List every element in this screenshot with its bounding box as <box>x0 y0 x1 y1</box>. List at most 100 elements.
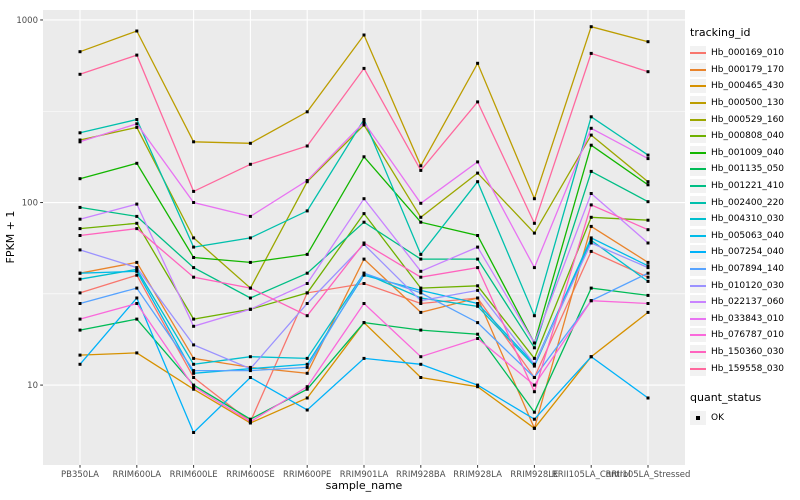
legend-items-tracking-id: Hb_000169_010 Hb_000179_170 Hb_000465_430 H… <box>690 45 800 377</box>
data-point <box>362 66 366 70</box>
legend-key-swatch <box>690 361 706 376</box>
data-point <box>646 218 650 222</box>
legend-item-label: Hb_000529_160 <box>711 114 785 125</box>
legend-line-swatch-icon <box>690 102 706 105</box>
data-point <box>362 282 366 285</box>
data-point <box>646 70 650 74</box>
data-point <box>419 252 423 256</box>
data-point <box>532 410 536 414</box>
data-point <box>589 51 593 55</box>
data-point <box>192 431 196 434</box>
data-point <box>646 275 650 279</box>
legend-line-swatch-icon <box>690 151 706 154</box>
legend-item-label: Hb_000500_130 <box>711 98 785 109</box>
data-point <box>589 249 593 253</box>
legend-line-swatch-icon <box>690 334 706 337</box>
data-point <box>135 351 139 355</box>
data-point <box>192 343 196 347</box>
data-point <box>305 271 309 275</box>
legend-item-label: Hb_076787_010 <box>711 330 785 341</box>
data-point <box>192 383 196 387</box>
data-point <box>135 266 139 270</box>
x-tick-label: RRIM928LA <box>453 470 502 480</box>
data-point <box>135 273 139 277</box>
data-point <box>419 215 423 219</box>
data-point <box>362 197 366 201</box>
data-point <box>78 217 82 221</box>
data-point <box>589 133 593 137</box>
x-tick-label: RRIM600SE <box>226 470 275 480</box>
data-point <box>532 362 536 366</box>
data-point <box>646 271 650 275</box>
data-point <box>78 271 82 275</box>
data-point <box>476 385 480 389</box>
legend-item-label: Hb_000808_040 <box>711 131 785 142</box>
data-point <box>419 164 423 168</box>
data-point <box>305 252 309 256</box>
legend-line-swatch-icon <box>690 52 706 55</box>
data-point <box>646 241 650 245</box>
data-point <box>362 155 366 159</box>
data-point <box>532 426 536 430</box>
legend-panel: tracking_id Hb_000169_010 Hb_000179_170 Hb… <box>690 26 800 426</box>
data-point <box>532 197 536 201</box>
legend-item-label: Hb_001221_410 <box>711 181 785 192</box>
x-tick-label: RRII105LA_Control <box>552 470 631 480</box>
legend-item-label: Hb_005063_040 <box>711 230 785 241</box>
data-point <box>305 371 309 375</box>
legend-key-swatch <box>690 79 706 94</box>
data-point <box>135 227 139 231</box>
data-point <box>192 317 196 321</box>
data-point <box>476 383 480 387</box>
data-point <box>135 296 139 300</box>
data-point <box>646 153 650 157</box>
data-point <box>589 215 593 219</box>
legend-line-swatch-icon <box>690 301 706 304</box>
legend-key-swatch <box>690 344 706 359</box>
data-point <box>589 224 593 228</box>
data-point <box>305 179 309 182</box>
data-point <box>192 256 196 259</box>
legend-item-Hb_001221_410: Hb_001221_410 <box>690 178 800 195</box>
data-point <box>589 192 593 195</box>
data-point <box>476 266 480 270</box>
legend-item-Hb_007894_140: Hb_007894_140 <box>690 261 800 278</box>
legend-item-Hb_076787_010: Hb_076787_010 <box>690 327 800 344</box>
legend-item-label: Hb_004310_030 <box>711 214 785 225</box>
data-point <box>646 266 650 270</box>
data-point <box>305 291 309 295</box>
data-point <box>476 61 480 65</box>
data-point <box>532 383 536 387</box>
data-point <box>78 138 82 142</box>
data-point <box>589 25 593 29</box>
legend-item-label: Hb_002400_220 <box>711 197 785 208</box>
data-point <box>476 180 480 184</box>
data-point <box>305 396 309 400</box>
legend-key-swatch <box>690 245 706 260</box>
data-point <box>78 291 82 295</box>
data-point <box>362 220 366 224</box>
legend-key-swatch <box>690 145 706 160</box>
data-point <box>419 220 423 224</box>
data-points <box>78 25 650 434</box>
data-point <box>532 266 536 270</box>
data-point <box>305 356 309 360</box>
axis-ticks-and-labels: 10 100 1000 PB350LA RRIM600LA RRIM600LE RRIM60… <box>16 16 690 480</box>
legend-item-label: Hb_000179_170 <box>711 64 785 75</box>
data-point <box>532 314 536 318</box>
legend-key-swatch <box>690 311 706 326</box>
x-tick-label: RRIM600LA <box>112 470 161 480</box>
data-point <box>78 205 82 209</box>
data-point <box>305 144 309 148</box>
data-point <box>248 307 252 311</box>
legend-title-quant-status: quant_status <box>690 390 762 404</box>
data-point <box>78 177 82 181</box>
data-point <box>135 122 139 126</box>
legend-item-Hb_000500_130: Hb_000500_130 <box>690 95 800 112</box>
data-point <box>192 266 196 270</box>
legend-key-swatch <box>690 295 706 310</box>
x-tick-label: RRIM600PE <box>283 470 331 480</box>
data-point <box>646 157 650 161</box>
